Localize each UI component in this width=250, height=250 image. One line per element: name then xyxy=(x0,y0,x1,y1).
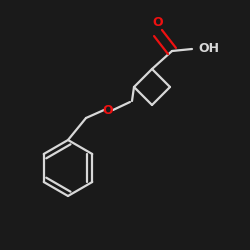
Text: O: O xyxy=(103,104,113,117)
Text: OH: OH xyxy=(198,42,219,54)
Text: O: O xyxy=(153,16,163,29)
